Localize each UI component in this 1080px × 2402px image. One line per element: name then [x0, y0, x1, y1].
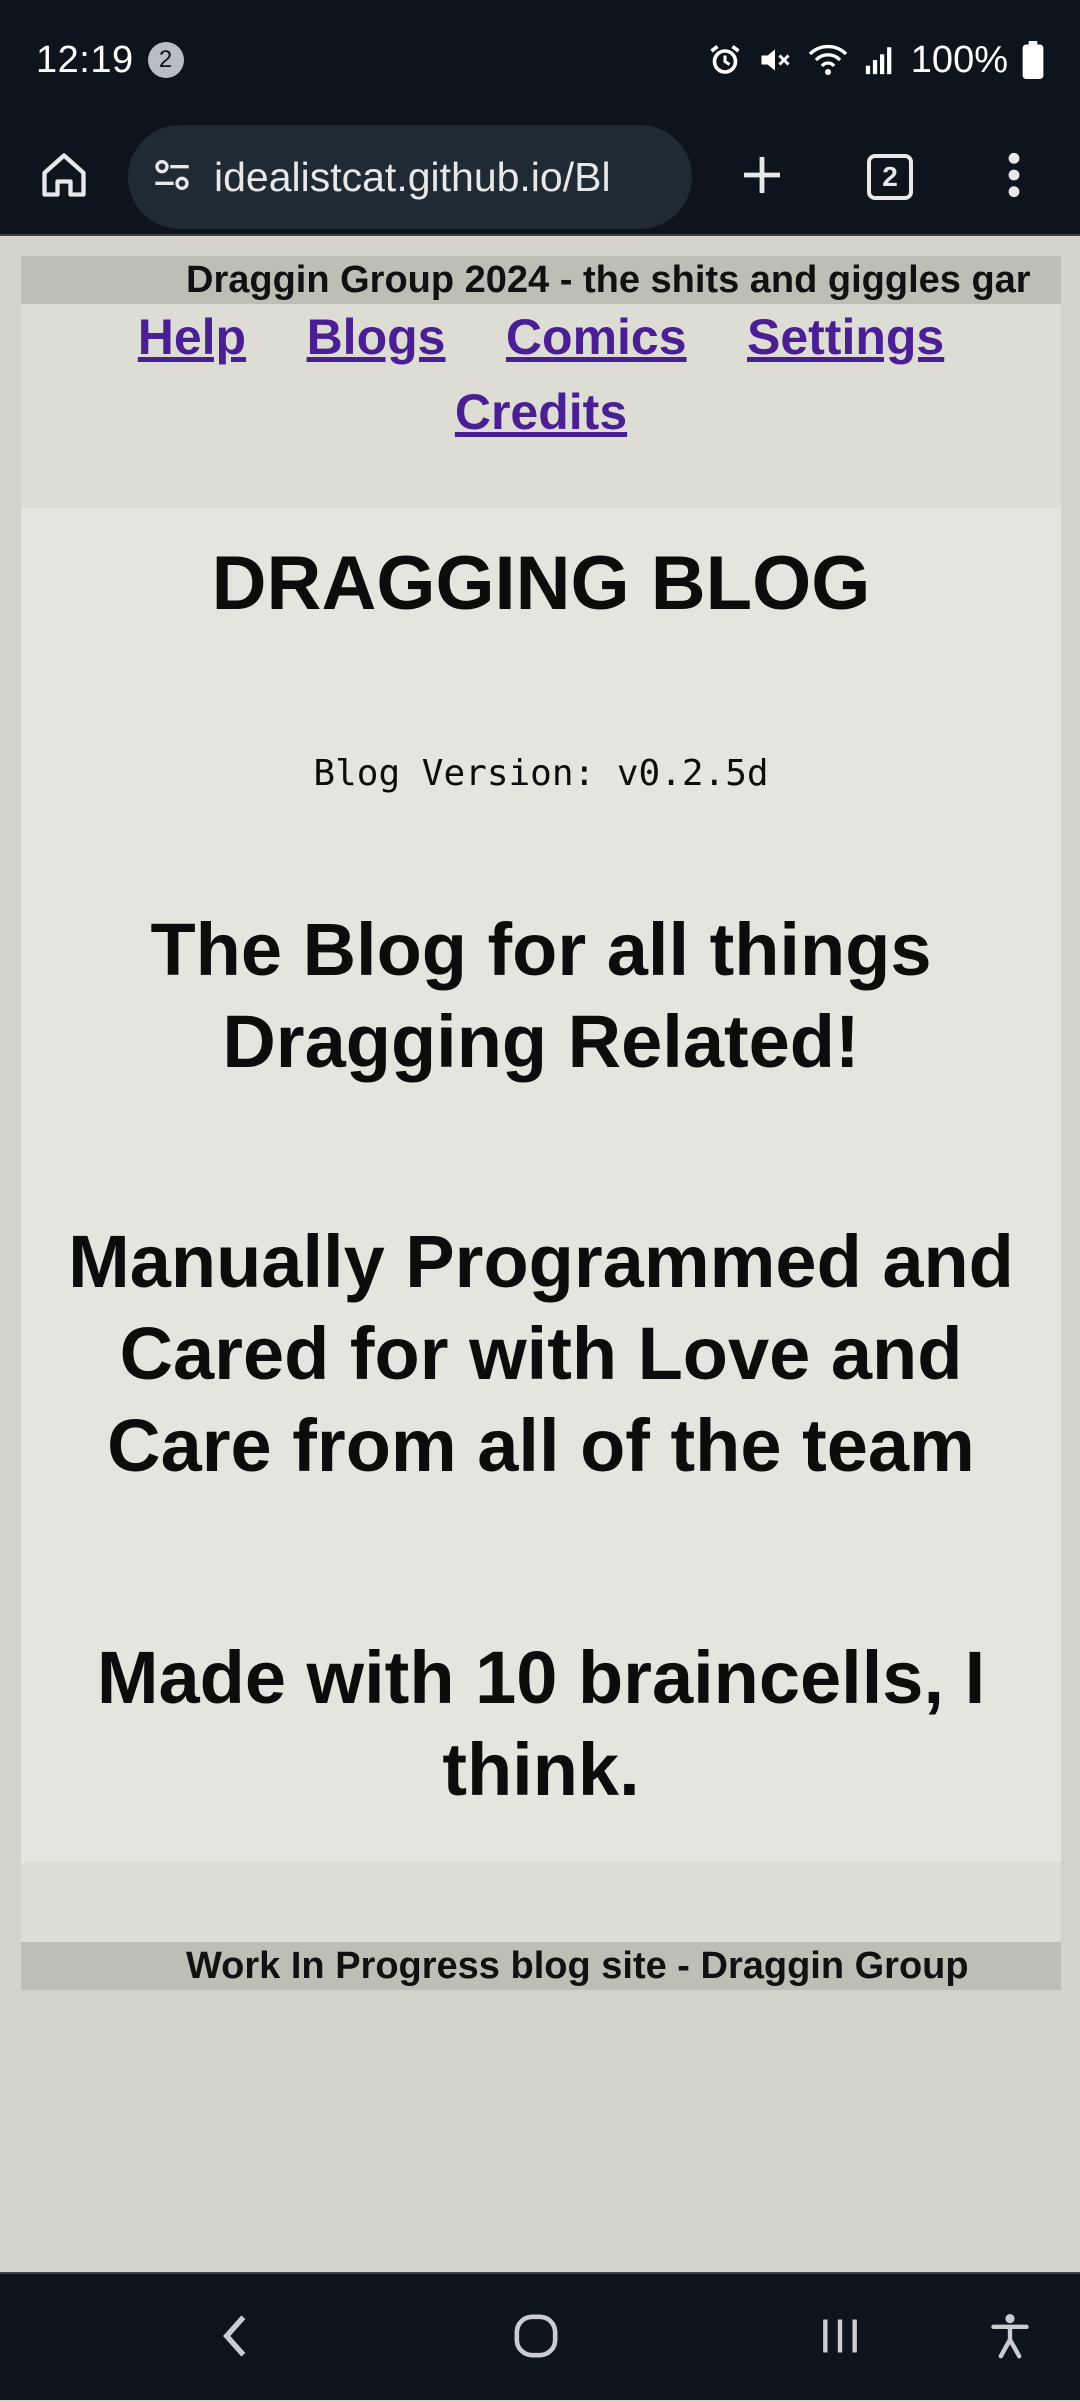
- footer-spacer: [21, 1862, 1061, 1942]
- battery-icon: [1022, 41, 1044, 79]
- battery-percent: 100%: [910, 38, 1008, 81]
- site-nav: Help Blogs Comics Settings Credits: [21, 304, 1061, 508]
- new-tab-button[interactable]: [692, 119, 832, 235]
- mute-icon: [757, 42, 793, 78]
- back-button[interactable]: [165, 2274, 305, 2402]
- back-icon: [215, 2311, 255, 2366]
- browser-menu-button[interactable]: [948, 119, 1080, 235]
- plus-icon: [738, 151, 786, 204]
- system-nav-bar: [0, 2272, 1080, 2400]
- header-marquee: Draggin Group 2024 - the shits and giggl…: [21, 256, 1061, 304]
- page-title: DRAGGING BLOG: [211, 541, 871, 626]
- accessibility-button[interactable]: [940, 2274, 1080, 2402]
- nav-link-help[interactable]: Help: [137, 309, 247, 365]
- braincell-line: Made with 10 braincells, I think.: [96, 1636, 986, 1811]
- status-icons: 100%: [707, 39, 1044, 82]
- tab-switcher-button[interactable]: 2: [832, 119, 948, 235]
- url-text[interactable]: idealistcat.github.io/Bl: [214, 153, 611, 200]
- status-bar: 12:19 2 100%: [0, 0, 1080, 120]
- notification-count-badge: 2: [147, 42, 184, 78]
- recents-icon: [818, 2314, 862, 2363]
- browser-toolbar: idealistcat.github.io/Bl 2: [0, 120, 1080, 236]
- nav-link-blogs[interactable]: Blogs: [306, 309, 446, 365]
- tabs-icon: 2: [867, 154, 913, 200]
- main-content: DRAGGING BLOG Blog Version: v0.2.5d The …: [21, 508, 1061, 1862]
- accessibility-icon: [988, 2312, 1032, 2365]
- signal-icon: [863, 42, 897, 78]
- footer-marquee: Work In Progress blog site - Draggin Gro…: [21, 1942, 1061, 1990]
- more-vert-icon: [1006, 150, 1022, 205]
- nav-link-comics[interactable]: Comics: [505, 309, 687, 365]
- home-nav-button[interactable]: [466, 2274, 606, 2402]
- nav-link-credits[interactable]: Credits: [454, 384, 628, 440]
- blog-version: Blog Version: v0.2.5d: [313, 753, 769, 794]
- wifi-icon: [807, 42, 849, 78]
- browser-home-button[interactable]: [0, 119, 128, 235]
- home-icon: [38, 149, 90, 206]
- status-time: 12:19: [36, 38, 134, 81]
- credit-line: Manually Programmed and Cared for with L…: [68, 1220, 1014, 1487]
- home-circle-icon: [513, 2313, 559, 2364]
- recents-button[interactable]: [770, 2274, 910, 2402]
- page-container: Draggin Group 2024 - the shits and giggl…: [21, 256, 1061, 1990]
- web-content: Draggin Group 2024 - the shits and giggl…: [0, 238, 1080, 2272]
- nav-link-settings[interactable]: Settings: [747, 309, 945, 365]
- tagline: The Blog for all things Dragging Related…: [150, 908, 932, 1083]
- site-info-icon[interactable]: [152, 155, 192, 200]
- address-bar[interactable]: idealistcat.github.io/Bl: [128, 125, 692, 229]
- alarm-icon: [707, 42, 743, 78]
